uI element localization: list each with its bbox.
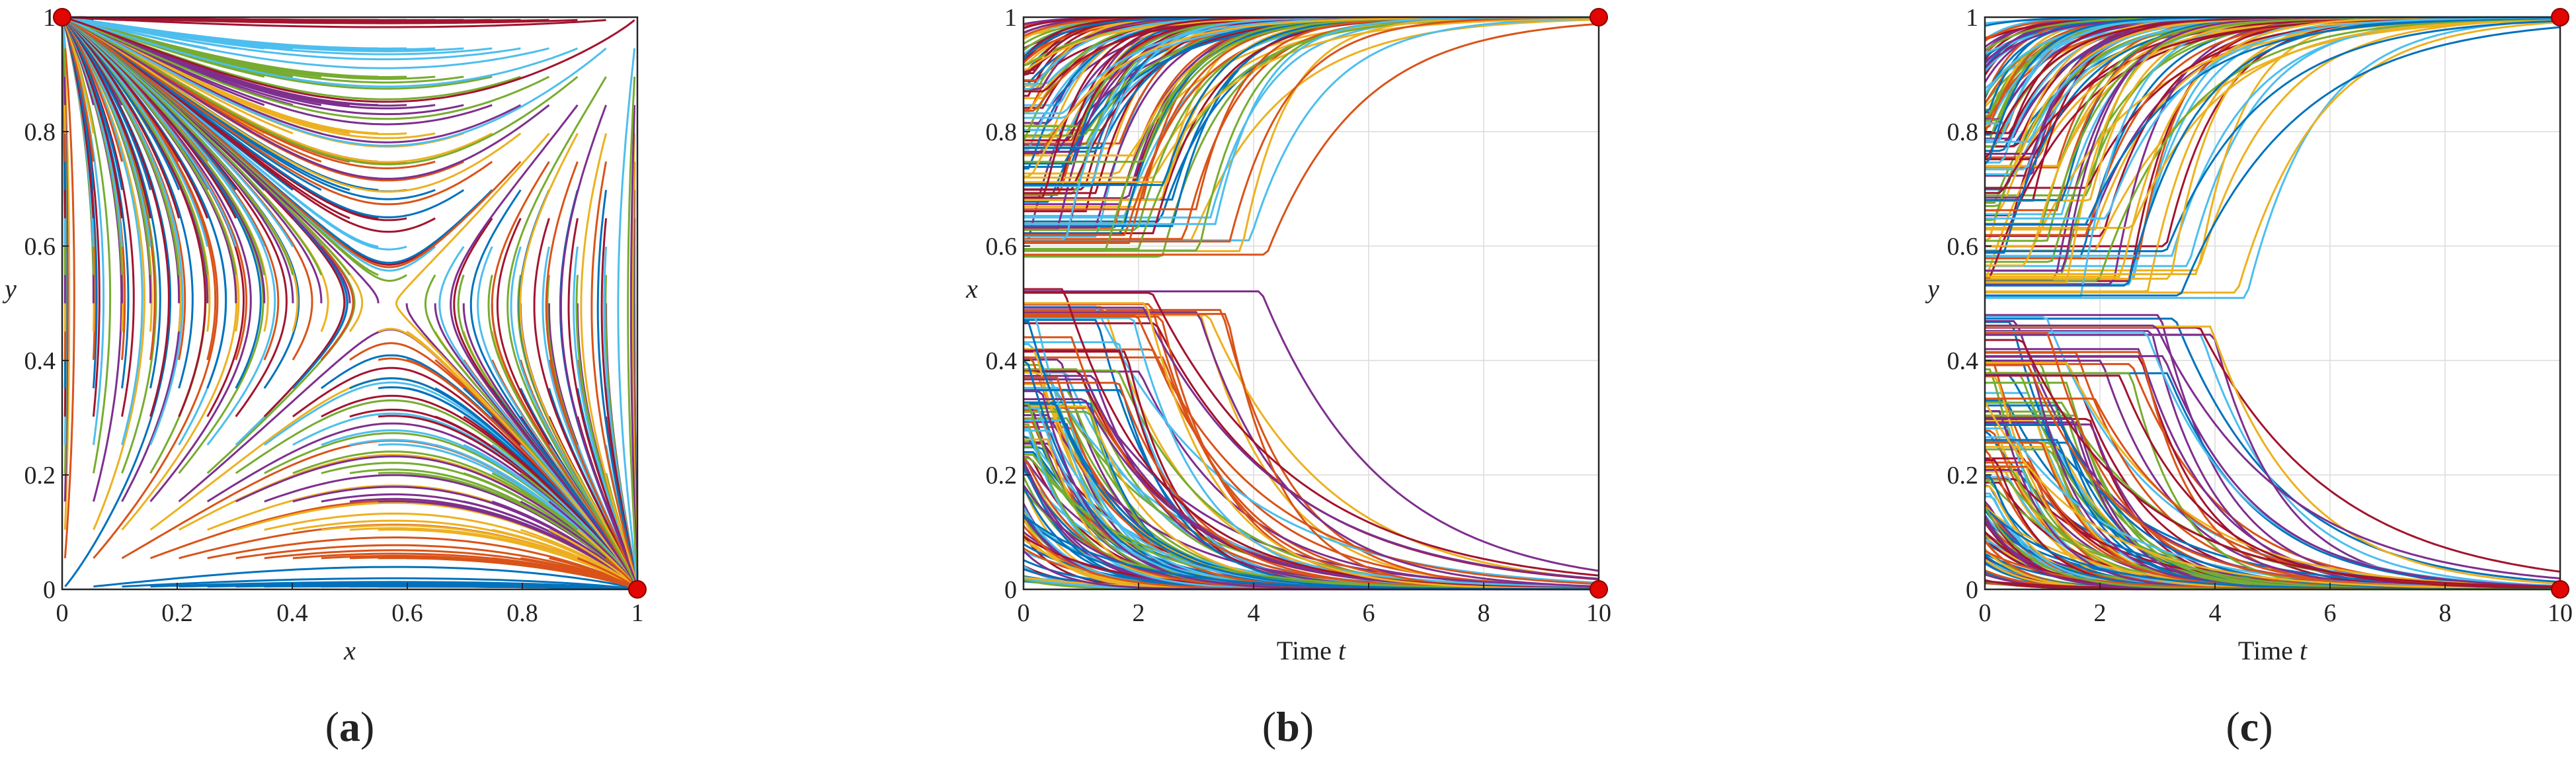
a-plot-frame bbox=[61, 16, 639, 591]
a-trajectories bbox=[61, 16, 639, 591]
b-y-tick-label-1: 0.2 bbox=[986, 462, 1018, 489]
b-x-tick-label-2: 4 bbox=[1248, 599, 1260, 627]
panel-a: 0 0.2 0.4 0.6 0.8 1 0 0.2 0.4 0.6 0.8 1 x y (a) bbox=[2, 4, 647, 750]
c-trajectory bbox=[1985, 325, 2561, 585]
b-trajectory bbox=[1024, 17, 1599, 243]
c-x-tick-label-5: 10 bbox=[2548, 599, 2573, 627]
a-x-axis-label: x bbox=[343, 636, 356, 665]
a-y-tick-label-5: 1 bbox=[43, 4, 56, 32]
a-y-tick-label-2: 0.4 bbox=[24, 347, 56, 375]
b-x-tick-label-5: 10 bbox=[1586, 599, 1611, 627]
b-trajectory bbox=[1024, 302, 1599, 590]
c-x-tick-label-4: 8 bbox=[2439, 599, 2452, 627]
c-trajectory bbox=[1985, 324, 2561, 579]
c-y-tick-label-1: 0.2 bbox=[1947, 462, 1979, 489]
b-x-tick-label-3: 6 bbox=[1363, 599, 1375, 627]
a-x-tick-label-0: 0 bbox=[56, 599, 69, 627]
c-x-axis-label: Time t bbox=[2238, 636, 2308, 665]
c-trajectory bbox=[1985, 17, 2561, 282]
c-x-tick-label-0: 0 bbox=[1979, 599, 1992, 627]
a-x-tick-label-4: 0.8 bbox=[506, 599, 538, 627]
b-plot-frame bbox=[1022, 16, 1600, 591]
a-y-tick-label-0: 0 bbox=[43, 576, 56, 604]
c-trajectory bbox=[1985, 339, 2561, 588]
a-y-tick-label-1: 0.2 bbox=[24, 462, 56, 489]
c-y-tick-label-4: 0.8 bbox=[1947, 118, 1979, 146]
c-panel-caption: (c) bbox=[2226, 703, 2273, 750]
b-x-tick-label-1: 2 bbox=[1133, 599, 1145, 627]
a-ticks: 0 0.2 0.4 0.6 0.8 1 0 0.2 0.4 0.6 0.8 1 bbox=[24, 4, 644, 627]
b-trajectory bbox=[1024, 313, 1599, 590]
a-equilibrium-marker-0 bbox=[53, 8, 71, 26]
a-equilibria bbox=[53, 8, 647, 599]
c-equilibrium-marker-0 bbox=[2551, 8, 2569, 26]
a-equilibrium-marker-1 bbox=[628, 580, 647, 599]
c-x-tick-label-2: 4 bbox=[2209, 599, 2222, 627]
a-y-tick-label-3: 0.6 bbox=[24, 233, 56, 261]
c-x-tick-label-3: 6 bbox=[2324, 599, 2337, 627]
b-y-tick-label-5: 1 bbox=[1004, 4, 1017, 32]
b-equilibrium-marker-1 bbox=[1590, 580, 1608, 599]
b-trajectories bbox=[1022, 16, 1599, 591]
c-trajectory bbox=[1985, 17, 2561, 220]
c-y-tick-label-0: 0 bbox=[1966, 576, 1978, 604]
b-y-tick-label-0: 0 bbox=[1004, 576, 1017, 604]
a-x-tick-label-1: 0.2 bbox=[161, 599, 193, 627]
b-panel-caption: (b) bbox=[1262, 703, 1314, 750]
b-trajectory bbox=[1024, 317, 1599, 590]
b-trajectory bbox=[1024, 17, 1599, 241]
b-equilibrium-marker-0 bbox=[1590, 8, 1608, 26]
b-trajectory bbox=[1024, 343, 1599, 589]
c-trajectory bbox=[1984, 402, 2560, 590]
panel-b: 0 2 4 6 8 10 0 0.2 0.4 0.6 0.8 1 Time t x (b) bbox=[965, 4, 1611, 750]
b-trajectory bbox=[1024, 292, 1599, 577]
b-y-tick-label-2: 0.4 bbox=[986, 347, 1018, 375]
c-equilibria bbox=[2551, 8, 2569, 599]
b-trajectory bbox=[1024, 22, 1599, 256]
a-x-tick-label-2: 0.4 bbox=[276, 599, 308, 627]
c-trajectory bbox=[1985, 355, 2561, 588]
c-y-tick-label-3: 0.6 bbox=[1947, 233, 1979, 261]
c-trajectory bbox=[1985, 26, 2561, 297]
b-ticks: 0 2 4 6 8 10 0 0.2 0.4 0.6 0.8 1 bbox=[986, 4, 1612, 627]
c-trajectory bbox=[1985, 18, 2561, 229]
a-y-axis-label: y bbox=[2, 274, 17, 304]
b-trajectory bbox=[1024, 311, 1599, 591]
c-y-tick-label-2: 0.4 bbox=[1947, 347, 1979, 375]
c-trajectories bbox=[1984, 16, 2561, 591]
b-trajectory bbox=[1024, 311, 1599, 588]
b-y-tick-label-4: 0.8 bbox=[986, 118, 1018, 146]
a-trajectory bbox=[395, 132, 633, 580]
b-x-tick-label-4: 8 bbox=[1478, 599, 1490, 627]
a-y-tick-label-4: 0.8 bbox=[24, 118, 56, 146]
a-x-tick-label-3: 0.6 bbox=[391, 599, 423, 627]
b-trajectory bbox=[1024, 16, 1599, 223]
b-y-axis-label: x bbox=[965, 274, 978, 304]
b-trajectory bbox=[1024, 17, 1599, 179]
c-plot-frame bbox=[1984, 16, 2561, 591]
b-trajectory bbox=[1024, 290, 1599, 572]
b-trajectory bbox=[1024, 314, 1599, 585]
b-x-axis-label: Time t bbox=[1277, 636, 1346, 665]
c-trajectory bbox=[1985, 19, 2561, 299]
c-equilibrium-marker-1 bbox=[2551, 580, 2569, 599]
c-trajectory bbox=[1985, 374, 2561, 589]
a-panel-caption: (a) bbox=[325, 703, 375, 750]
b-equilibria bbox=[1590, 8, 1608, 599]
c-trajectory bbox=[1985, 20, 2561, 253]
b-y-tick-label-3: 0.6 bbox=[986, 233, 1018, 261]
b-x-tick-label-0: 0 bbox=[1018, 599, 1030, 627]
c-y-tick-label-5: 1 bbox=[1966, 4, 1978, 32]
c-x-tick-label-1: 2 bbox=[2094, 599, 2107, 627]
c-ticks: 0 2 4 6 8 10 0 0.2 0.4 0.6 0.8 1 bbox=[1947, 4, 2573, 627]
panel-c: 0 2 4 6 8 10 0 0.2 0.4 0.6 0.8 1 Time t y (c) bbox=[1925, 4, 2573, 750]
b-trajectory bbox=[1024, 306, 1599, 580]
c-y-axis-label: y bbox=[1925, 274, 1939, 304]
c-trajectory bbox=[1985, 17, 2561, 226]
a-x-tick-label-5: 1 bbox=[631, 599, 644, 627]
